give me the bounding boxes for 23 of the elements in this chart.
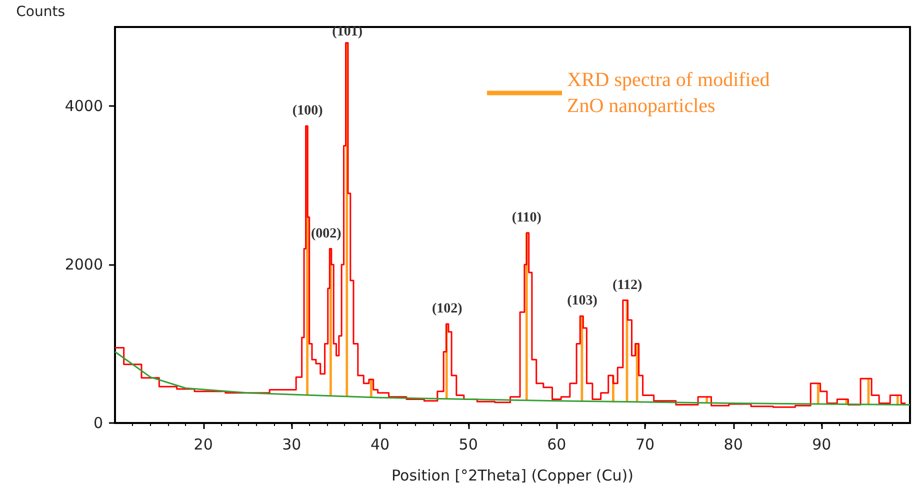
legend-label: XRD spectra of modified ZnO nanoparticles	[567, 69, 775, 117]
annotation: (100)	[292, 104, 324, 119]
annotation: (110)	[512, 210, 542, 226]
x-tick-label: 20	[194, 436, 213, 454]
annotation: (112)	[612, 278, 642, 293]
y-tick-label: 2000	[64, 256, 103, 274]
y-tick-label: 0	[93, 414, 103, 432]
x-tick-label: 50	[458, 436, 478, 454]
x-tick-label: 30	[282, 436, 302, 454]
x-tick-label: 90	[812, 436, 832, 454]
bar	[816, 383, 820, 404]
x-tick-label: 80	[724, 436, 743, 454]
y-axis-title: Counts	[16, 4, 65, 20]
annotation: (102)	[432, 302, 463, 317]
x-tick-label: 40	[370, 436, 390, 454]
x-axis-title: Position [°2Theta] (Copper (Cu))	[392, 466, 634, 484]
annotation: (002)	[310, 226, 342, 242]
annotation: (101)	[332, 24, 363, 40]
x-tick-label: 60	[547, 436, 566, 454]
y-tick-label: 4000	[64, 97, 103, 116]
x-tick-label: 70	[635, 436, 655, 454]
annotation: (103)	[567, 294, 598, 309]
line-series	[114, 350, 911, 406]
